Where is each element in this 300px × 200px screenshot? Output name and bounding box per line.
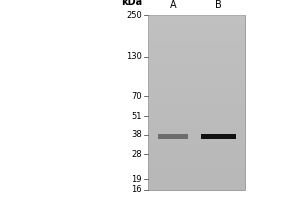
Text: 130: 130 bbox=[126, 52, 142, 61]
Bar bbox=[200, 134, 236, 139]
Text: B: B bbox=[214, 0, 221, 10]
Text: 38: 38 bbox=[131, 130, 142, 139]
Text: kDa: kDa bbox=[121, 0, 142, 7]
Text: 250: 250 bbox=[126, 10, 142, 20]
Text: 28: 28 bbox=[131, 150, 142, 159]
Text: 19: 19 bbox=[131, 175, 142, 184]
Text: 70: 70 bbox=[131, 92, 142, 101]
Text: 16: 16 bbox=[131, 186, 142, 194]
Text: 51: 51 bbox=[131, 112, 142, 121]
Bar bbox=[158, 134, 188, 139]
Bar bbox=[148, 15, 245, 190]
Text: A: A bbox=[170, 0, 176, 10]
